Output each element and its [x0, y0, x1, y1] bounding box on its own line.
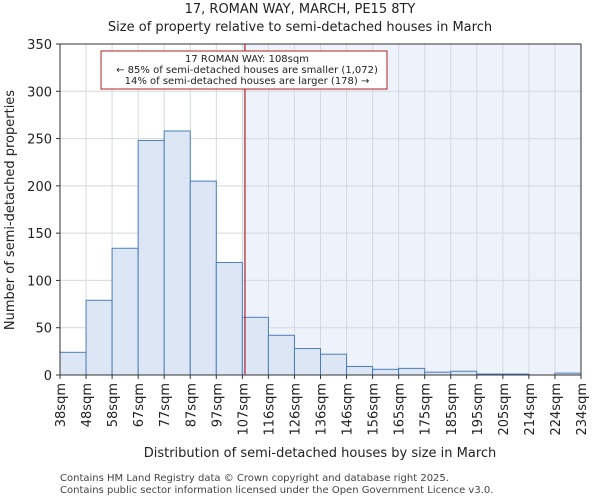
y-axis-label: Number of semi-detached properties [3, 90, 18, 330]
y-tick-labels: 0 50 100 150 200 250 300 350 [27, 38, 60, 384]
x-tick-label: 185sqm [445, 383, 460, 436]
x-tick-label: 116sqm [262, 383, 277, 436]
x-tick-label: 126sqm [288, 383, 303, 436]
footer-licence: Contains public sector information licen… [60, 485, 494, 496]
x-tick-label: 58sqm [106, 383, 121, 427]
x-tick-label: 146sqm [341, 383, 356, 436]
x-tick-label: 195sqm [471, 383, 486, 436]
histogram-bar [372, 368, 400, 376]
x-tick-label: 205sqm [497, 383, 512, 436]
x-tick-label: 175sqm [419, 383, 434, 436]
y-tick-label: 150 [27, 227, 52, 242]
histogram-bar [320, 353, 348, 376]
chart-subtitle: Size of property relative to semi-detach… [108, 20, 492, 35]
x-tick-label: 224sqm [549, 383, 564, 436]
y-tick-label: 350 [27, 38, 52, 53]
histogram-bar [189, 180, 217, 376]
x-tick-label: 38sqm [54, 383, 69, 427]
y-tick-label: 300 [27, 85, 52, 100]
histogram-bar [241, 316, 269, 376]
x-tick-labels: 38sqm 48sqm 58sqm 67sqm 77sqm 87sqm 97sqm 107sq… [54, 375, 590, 436]
x-tick-label: 214sqm [523, 383, 538, 436]
histogram-bar [267, 334, 295, 376]
x-tick-label: 107sqm [236, 383, 251, 436]
chart: 17, ROMAN WAY, MARCH, PE15 8TY Size of p… [3, 2, 590, 461]
y-tick-label: 250 [27, 133, 52, 148]
annotation-line-3: 14% of semi-detached houses are larger (… [125, 76, 370, 87]
annotation-border [100, 50, 388, 90]
chart-title: 17, ROMAN WAY, MARCH, PE15 8TY [185, 2, 416, 17]
histogram-bar [398, 367, 426, 376]
footer-copyright: Contains HM Land Registry data © Crown c… [60, 473, 449, 484]
x-tick-label: 97sqm [210, 383, 225, 427]
histogram-bar [346, 365, 374, 376]
x-tick-label: 87sqm [184, 383, 199, 427]
histogram-bar [111, 247, 139, 376]
histogram-bar [85, 299, 113, 376]
y-tick-label: 0 [44, 369, 52, 384]
histogram-bar [215, 261, 243, 376]
x-tick-label: 165sqm [393, 383, 408, 436]
x-tick-label: 48sqm [80, 383, 95, 427]
x-tick-label: 136sqm [315, 383, 330, 436]
bars-group [59, 130, 582, 376]
y-tick-label: 50 [35, 322, 52, 337]
x-axis-label: Distribution of semi-detached houses by … [144, 446, 497, 461]
highlight-region [242, 44, 581, 375]
y-tick-label: 100 [27, 274, 52, 289]
annotation-box: 17 ROMAN WAY: 108sqm ← 85% of semi-detac… [100, 50, 388, 90]
histogram-bar [137, 139, 165, 376]
y-tick-label: 200 [27, 180, 52, 195]
annotation-line-2: ← 85% of semi-detached houses are smalle… [116, 65, 378, 76]
histogram-bar [59, 351, 87, 376]
annotation-line-1: 17 ROMAN WAY: 108sqm [185, 54, 309, 65]
x-tick-label: 67sqm [132, 383, 147, 427]
x-tick-label: 234sqm [575, 383, 590, 436]
histogram-bar [450, 370, 478, 376]
x-tick-label: 77sqm [158, 383, 173, 427]
x-tick-label: 156sqm [367, 383, 382, 436]
histogram-bar [293, 348, 322, 376]
histogram-bar [163, 130, 191, 376]
